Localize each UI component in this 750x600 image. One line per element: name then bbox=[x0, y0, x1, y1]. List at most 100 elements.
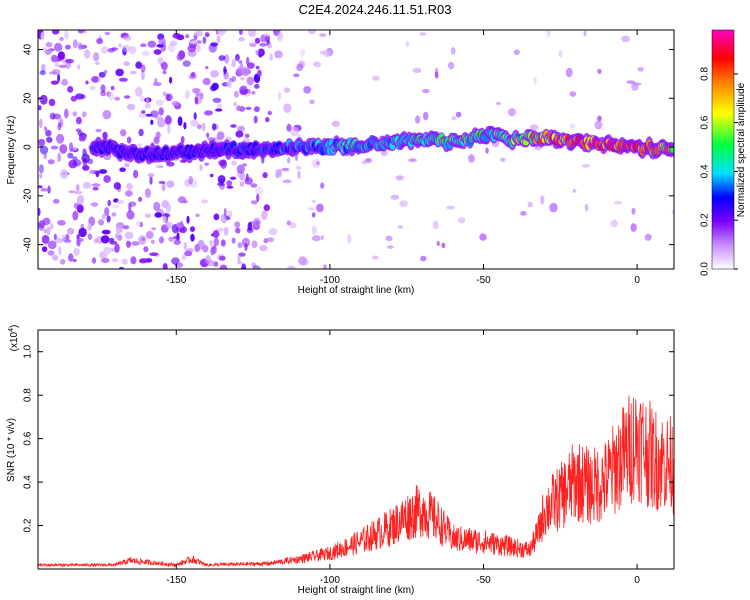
noise-blob bbox=[436, 240, 440, 247]
noise-blob bbox=[169, 76, 173, 84]
spectrogram-panel: -150 -100 -50 0 -40 -20 0 20 40 Height of strai… bbox=[6, 29, 675, 296]
noise-blob bbox=[93, 52, 100, 62]
noise-blob bbox=[572, 189, 577, 193]
noise-blob bbox=[256, 193, 260, 203]
noise-blob bbox=[39, 173, 43, 179]
noise-blob bbox=[145, 230, 154, 239]
noise-blob bbox=[61, 78, 69, 86]
noise-blob bbox=[251, 90, 256, 95]
noise-blob bbox=[67, 152, 74, 159]
noise-blob bbox=[205, 255, 211, 265]
noise-blob bbox=[248, 30, 257, 38]
noise-blob bbox=[631, 207, 636, 215]
noise-blob bbox=[47, 185, 51, 194]
noise-blob bbox=[298, 256, 308, 266]
noise-blob bbox=[254, 37, 261, 44]
noise-blob bbox=[230, 176, 237, 180]
noise-blob bbox=[95, 128, 102, 133]
noise-blob bbox=[43, 126, 48, 132]
noise-blob bbox=[455, 111, 462, 118]
noise-blob bbox=[261, 210, 268, 221]
noise-blob bbox=[239, 181, 245, 187]
noise-blob bbox=[451, 115, 457, 121]
noise-blob bbox=[201, 122, 206, 132]
noise-blob bbox=[38, 220, 45, 229]
noise-blob bbox=[252, 217, 261, 228]
noise-blob bbox=[177, 116, 183, 127]
noise-blob bbox=[57, 220, 66, 226]
noise-blob bbox=[316, 161, 320, 165]
noise-blob bbox=[202, 77, 211, 86]
noise-blob bbox=[119, 167, 126, 172]
noise-blob bbox=[457, 217, 466, 224]
noise-blob bbox=[233, 101, 237, 107]
noise-blob bbox=[161, 181, 166, 192]
noise-blob bbox=[446, 205, 455, 210]
spectrogram-x-label: Height of straight line (km) bbox=[298, 285, 415, 296]
noise-blob bbox=[246, 76, 254, 86]
noise-blob bbox=[584, 203, 589, 212]
noise-blob bbox=[311, 235, 321, 242]
noise-blob bbox=[182, 200, 188, 204]
noise-blob bbox=[56, 133, 65, 144]
noise-blob bbox=[207, 137, 216, 141]
y-tick-label: -40 bbox=[23, 237, 34, 252]
noise-blob bbox=[241, 264, 246, 268]
noise-blob bbox=[185, 90, 190, 100]
noise-blob bbox=[49, 112, 56, 120]
snr-x-label: Height of straight line (km) bbox=[298, 585, 415, 596]
noise-blob bbox=[78, 136, 86, 142]
noise-blob bbox=[610, 219, 618, 228]
noise-blob bbox=[143, 246, 149, 253]
noise-blob bbox=[150, 119, 154, 125]
noise-blob bbox=[450, 47, 456, 55]
noise-blob bbox=[399, 200, 408, 208]
noise-blob bbox=[303, 86, 312, 94]
noise-blob bbox=[231, 237, 236, 244]
snr-marks bbox=[38, 395, 674, 568]
noise-blob bbox=[135, 86, 143, 97]
noise-blob bbox=[120, 129, 127, 137]
noise-blob bbox=[200, 199, 209, 204]
noise-blob bbox=[223, 65, 227, 75]
noise-blob bbox=[188, 175, 193, 185]
noise-blob bbox=[67, 86, 74, 93]
noise-blob bbox=[141, 110, 146, 114]
noise-blob bbox=[162, 263, 168, 269]
noise-blob bbox=[412, 67, 422, 74]
noise-blob bbox=[72, 39, 78, 49]
noise-blob bbox=[126, 103, 136, 111]
noise-blob bbox=[529, 124, 539, 131]
noise-blob bbox=[72, 111, 78, 117]
noise-blob bbox=[264, 35, 270, 42]
noise-blob bbox=[111, 204, 120, 209]
noise-blob bbox=[234, 53, 240, 62]
noise-blob bbox=[38, 96, 44, 101]
noise-blob bbox=[104, 31, 111, 36]
noise-blob bbox=[166, 94, 171, 101]
noise-blob bbox=[565, 67, 573, 78]
x-tick-label: 0 bbox=[634, 575, 640, 586]
noise-blob bbox=[135, 61, 143, 69]
noise-blob bbox=[192, 88, 201, 94]
colorbar-tick-label: 0.2 bbox=[700, 213, 711, 227]
noise-blob bbox=[249, 42, 257, 48]
noise-blob bbox=[637, 66, 644, 72]
noise-blob bbox=[320, 182, 325, 189]
noise-blob bbox=[84, 49, 91, 59]
noise-blob bbox=[64, 44, 71, 50]
colorbar-gradient bbox=[711, 29, 735, 270]
noise-blob bbox=[631, 82, 639, 91]
noise-blob bbox=[231, 59, 235, 68]
noise-blob bbox=[194, 96, 199, 105]
noise-blob bbox=[234, 221, 241, 229]
noise-blob bbox=[263, 204, 270, 212]
noise-blob bbox=[126, 210, 135, 220]
noise-blob bbox=[126, 136, 132, 144]
noise-blob bbox=[83, 30, 87, 34]
noise-blob bbox=[308, 30, 316, 35]
noise-blob bbox=[140, 64, 146, 73]
noise-blob bbox=[527, 201, 533, 208]
noise-blob bbox=[268, 228, 278, 236]
snr-y-multiplier: (x104) bbox=[8, 325, 20, 352]
